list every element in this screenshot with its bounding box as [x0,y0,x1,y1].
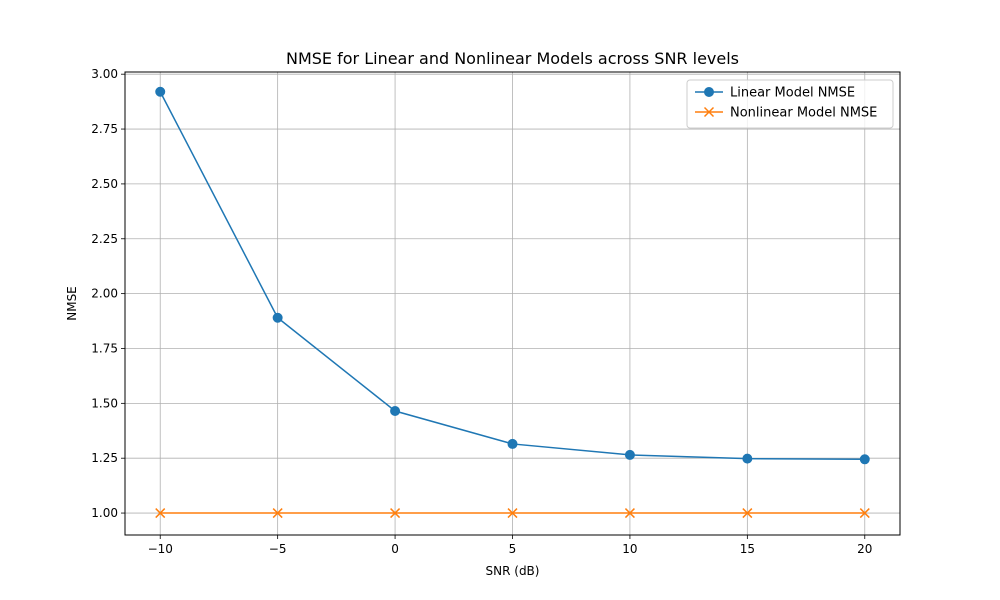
data-point [742,508,753,519]
y-tick-label: 2.25 [91,232,118,246]
x-tick-label: 20 [857,542,872,556]
y-tick-label: 2.00 [91,287,118,301]
x-tick-label: 15 [740,542,755,556]
data-point [272,312,283,323]
legend-box [686,79,894,129]
x-tick-label: 0 [391,542,399,556]
y-tick-label: 3.00 [91,67,118,81]
x-tick-label: 5 [509,542,517,556]
data-point [507,438,518,449]
series-1 [155,508,870,519]
series-group [155,86,870,519]
y-tick-label: 1.75 [91,341,118,355]
legend-marker [703,106,715,118]
legend-entry: Linear Model NMSE [695,86,855,101]
x-tick-label: −10 [148,542,173,556]
y-tick-label: 2.50 [91,177,118,191]
y-tick-label: 1.25 [91,451,118,465]
data-point [155,86,166,97]
chart-title: NMSE for Linear and Nonlinear Models acr… [286,49,739,68]
data-point [859,508,870,519]
legend-marker [704,87,714,97]
data-point [742,453,753,464]
grid [125,72,900,535]
x-axis: −10 −5 0 5 10 15 20 [148,535,872,556]
data-point [859,454,870,465]
data-point [507,508,518,519]
legend-label: Nonlinear Model NMSE [730,106,877,121]
y-tick-label: 1.00 [91,506,118,520]
data-point [624,508,635,519]
data-point [390,406,401,417]
x-tick-label: 10 [622,542,637,556]
data-point [155,508,166,519]
data-point [624,449,635,460]
series-0 [155,86,870,465]
data-point [272,508,283,519]
legend: Linear Model NMSE Nonlinear Model NMSE [686,79,894,129]
x-tick-label: −5 [269,542,287,556]
legend-entry: Nonlinear Model NMSE [695,106,877,121]
data-point [390,508,401,519]
legend-label: Linear Model NMSE [730,86,855,101]
y-axis-label: NMSE [65,286,79,321]
y-axis: 1.00 1.25 1.50 1.75 2.00 2.25 2.50 2.75 3.00 [91,67,125,520]
y-tick-label: 2.75 [91,122,118,136]
x-axis-label: SNR (dB) [486,564,540,578]
y-tick-label: 1.50 [91,396,118,410]
